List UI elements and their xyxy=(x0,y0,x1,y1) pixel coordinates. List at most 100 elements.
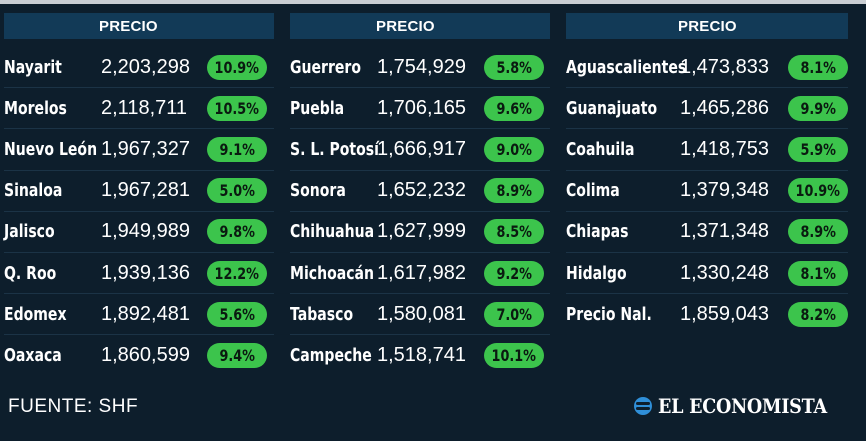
price-value: 1,627,999 xyxy=(377,220,466,243)
publisher-logo: EL ECONOMISTA xyxy=(634,393,850,419)
change-value: 8.5% xyxy=(496,222,532,242)
change-badge: 9.6% xyxy=(484,95,544,121)
change-value: 7.0% xyxy=(496,304,532,324)
state-name: Precio Nal. xyxy=(566,304,652,326)
state-name: Michoacán xyxy=(290,262,375,284)
price-column-3: PRECIO Aguascalientes 1,473,833 8.1% Guana… xyxy=(566,13,848,335)
price-value: 1,967,327 xyxy=(101,137,190,160)
change-value: 10.9% xyxy=(795,181,841,201)
table-row: Tabasco 1,580,081 7.0% xyxy=(290,294,550,336)
state-name: Aguascalientes xyxy=(566,56,687,78)
state-name: S. L. Potosí xyxy=(290,138,379,160)
change-badge: 5.6% xyxy=(207,301,267,327)
change-badge: 10.9% xyxy=(207,54,267,80)
change-badge: 8.2% xyxy=(788,302,848,328)
top-border xyxy=(0,0,866,4)
change-value: 5.8% xyxy=(496,57,532,77)
logo-text: EL ECONOMISTA xyxy=(658,394,827,418)
change-badge: 8.5% xyxy=(484,219,544,245)
change-badge: 8.9% xyxy=(484,178,544,204)
table-row: Sinaloa 1,967,281 5.0% xyxy=(4,171,274,212)
state-name: Tabasco xyxy=(290,303,354,325)
table-row: Chihuahua 1,627,999 8.5% xyxy=(290,212,550,253)
price-value: 1,652,232 xyxy=(377,179,466,202)
change-badge: 5.9% xyxy=(788,136,848,162)
table-row: Hidalgo 1,330,248 8.1% xyxy=(566,253,848,295)
price-value: 1,371,348 xyxy=(680,220,769,243)
price-value: 2,118,711 xyxy=(101,96,188,119)
state-name: Guanajuato xyxy=(566,97,658,119)
change-value: 8.1% xyxy=(800,263,836,283)
column-header-label: PRECIO xyxy=(376,17,435,35)
change-value: 9.9% xyxy=(800,98,836,118)
change-badge: 9.8% xyxy=(207,219,267,245)
change-badge: 9.9% xyxy=(788,95,848,121)
table-row: Aguascalientes 1,473,833 8.1% xyxy=(566,47,848,89)
logo-mark-icon xyxy=(634,397,652,415)
state-name: Sinaloa xyxy=(4,180,63,202)
price-value: 1,580,081 xyxy=(377,302,466,325)
price-value: 1,859,043 xyxy=(680,303,769,326)
price-value: 1,860,599 xyxy=(101,344,190,367)
price-value: 2,203,298 xyxy=(101,55,190,78)
price-value: 1,892,481 xyxy=(101,302,190,325)
table-row: Oaxaca 1,860,599 9.4% xyxy=(4,335,274,376)
table-row: Colima 1,379,348 10.9% xyxy=(566,171,848,212)
state-name: Coahuila xyxy=(566,138,635,160)
table-row: Jalisco 1,949,989 9.8% xyxy=(4,212,274,253)
price-value: 1,330,248 xyxy=(680,261,769,284)
table-row: Guerrero 1,754,929 5.8% xyxy=(290,47,550,89)
state-name: Guerrero xyxy=(290,56,361,78)
price-column-1: PRECIO Nayarit 2,203,298 10.9% Morelos 2,11… xyxy=(4,13,274,377)
change-value: 5.0% xyxy=(219,181,255,201)
table-row: Guanajuato 1,465,286 9.9% xyxy=(566,88,848,130)
state-name: Hidalgo xyxy=(566,262,627,284)
state-name: Oaxaca xyxy=(4,345,62,367)
change-badge: 8.9% xyxy=(788,219,848,245)
change-value: 9.1% xyxy=(219,139,255,159)
table-row: Coahuila 1,418,753 5.9% xyxy=(566,129,848,171)
state-name: Chiapas xyxy=(566,221,629,243)
change-value: 10.9% xyxy=(214,57,260,77)
price-value: 1,518,741 xyxy=(377,344,466,367)
change-value: 10.5% xyxy=(214,98,260,118)
column-header: PRECIO xyxy=(566,13,848,39)
state-name: Campeche xyxy=(290,345,372,367)
table-row: Sonora 1,652,232 8.9% xyxy=(290,171,550,212)
state-name: Q. Roo xyxy=(4,262,57,284)
price-value: 1,418,753 xyxy=(680,137,769,160)
change-badge: 10.5% xyxy=(207,95,267,121)
column-header: PRECIO xyxy=(290,13,550,39)
column-header-label: PRECIO xyxy=(678,17,737,35)
column-header-label: PRECIO xyxy=(99,17,158,35)
change-badge: 9.2% xyxy=(484,260,544,286)
price-value: 1,379,348 xyxy=(680,179,769,202)
table-row: Chiapas 1,371,348 8.9% xyxy=(566,212,848,253)
table-row: Nuevo León 1,967,327 9.1% xyxy=(4,129,274,171)
table-row: Q. Roo 1,939,136 12.2% xyxy=(4,253,274,295)
change-badge: 9.1% xyxy=(207,136,267,162)
change-value: 8.9% xyxy=(496,181,532,201)
price-value: 1,949,989 xyxy=(101,220,190,243)
table-row: Nayarit 2,203,298 10.9% xyxy=(4,47,274,89)
state-name: Nayarit xyxy=(4,56,62,78)
state-name: Puebla xyxy=(290,97,345,119)
change-badge: 8.1% xyxy=(788,260,848,286)
price-value: 1,939,136 xyxy=(101,261,190,284)
table-row: Campeche 1,518,741 10.1% xyxy=(290,335,550,376)
source-note: FUENTE: SHF xyxy=(8,396,139,417)
price-value: 1,473,833 xyxy=(680,55,769,78)
price-value: 1,967,281 xyxy=(101,179,190,202)
price-value: 1,465,286 xyxy=(680,96,769,119)
change-badge: 7.0% xyxy=(484,301,544,327)
change-badge: 9.0% xyxy=(484,136,544,162)
state-name: Chihuahua xyxy=(290,221,375,243)
state-name: Morelos xyxy=(4,97,67,119)
change-value: 10.1% xyxy=(491,346,537,366)
change-value: 9.0% xyxy=(496,139,532,159)
table-row: S. L. Potosí 1,666,917 9.0% xyxy=(290,129,550,171)
change-badge: 8.1% xyxy=(788,54,848,80)
change-value: 9.4% xyxy=(219,346,255,366)
change-value: 8.1% xyxy=(800,57,836,77)
price-value: 1,754,929 xyxy=(377,55,466,78)
